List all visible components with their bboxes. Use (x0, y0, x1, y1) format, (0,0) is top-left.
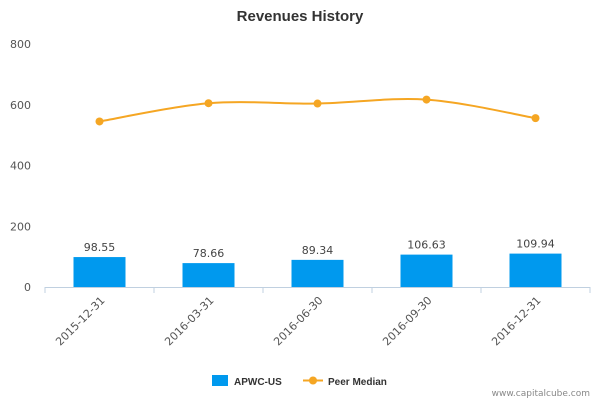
y-tick-label: 0 (24, 281, 31, 294)
peer-median-point (531, 114, 540, 123)
bar (291, 259, 344, 287)
y-axis: 0 200 400 600 800 (10, 38, 31, 294)
x-tick-label: 2016-06-30 (271, 294, 325, 348)
y-tick-label: 400 (10, 160, 31, 173)
bar (400, 254, 453, 287)
bar (509, 253, 562, 287)
legend-label-apwc: APWC-US (234, 377, 282, 388)
peer-median-series (95, 95, 540, 126)
y-tick-label: 600 (10, 99, 31, 112)
chart-title: Revenues History (237, 8, 364, 25)
peer-median-point (204, 99, 213, 108)
legend: APWC-US Peer Median (212, 375, 387, 388)
peer-median-point (313, 99, 322, 108)
y-tick-label: 200 (10, 220, 31, 233)
bar-data-label: 78.66 (193, 247, 225, 260)
bar-data-label: 98.55 (84, 241, 116, 254)
bar (182, 263, 235, 287)
x-axis: 2015-12-31 2016-03-31 2016-06-30 2016-09-30… (44, 287, 591, 348)
peer-median-point (95, 117, 104, 126)
bar (73, 257, 126, 287)
legend-label-peer: Peer Median (328, 377, 387, 388)
legend-swatch-peer-marker (309, 376, 317, 385)
y-tick-label: 800 (10, 38, 31, 51)
x-tick-label: 2016-12-31 (489, 294, 543, 348)
bar-series: 98.55 78.66 89.34 106.63 109.94 (73, 238, 562, 287)
bar-data-label: 89.34 (302, 244, 334, 257)
legend-swatch-apwc (212, 375, 228, 386)
bar-data-label: 106.63 (407, 239, 446, 252)
bar-data-label: 109.94 (516, 238, 555, 251)
x-tick-label: 2015-12-31 (53, 294, 107, 348)
source-credit: www.capitalcube.com (492, 389, 590, 399)
x-tick-label: 2016-03-31 (162, 294, 216, 348)
peer-median-point (422, 95, 431, 104)
x-tick-label: 2016-09-30 (380, 294, 434, 348)
